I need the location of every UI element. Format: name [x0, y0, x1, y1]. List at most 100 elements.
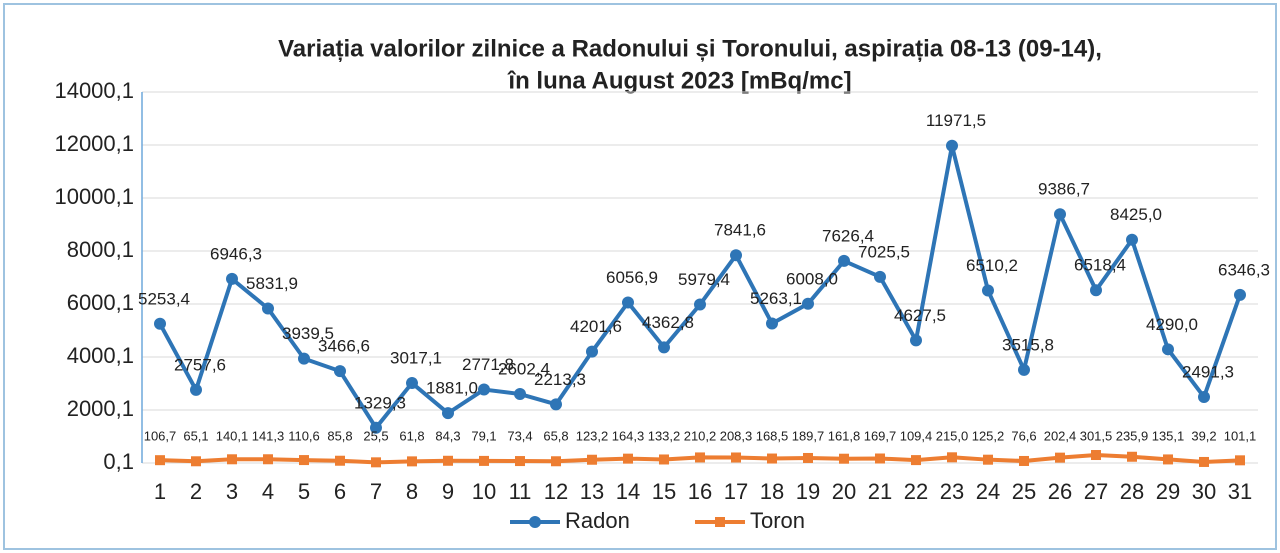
x-tick-label: 29: [1156, 479, 1180, 504]
data-label: 3515,8: [1002, 335, 1054, 354]
x-tick-label: 1: [154, 479, 166, 504]
point: [299, 455, 309, 466]
point: [767, 453, 777, 464]
point: [1018, 363, 1030, 376]
data-label: 61,8: [399, 428, 424, 443]
data-label: 2771,8: [462, 355, 514, 374]
point: [695, 452, 705, 463]
point: [982, 284, 994, 297]
point: [766, 317, 778, 330]
point: [659, 454, 669, 465]
point: [479, 455, 489, 466]
data-label: 84,3: [435, 428, 460, 443]
data-label: 3466,6: [318, 337, 370, 356]
x-tick-label: 5: [298, 479, 310, 504]
point: [407, 456, 417, 467]
data-label: 208,3: [720, 428, 753, 443]
x-tick-label: 24: [976, 479, 1000, 504]
point: [730, 249, 742, 262]
y-tick-label: 6000,1: [67, 290, 134, 315]
data-label: 4362,8: [642, 313, 694, 332]
data-label: 135,1: [1152, 428, 1185, 443]
data-label: 2213,3: [534, 370, 586, 389]
data-label: 73,4: [507, 428, 532, 443]
point: [802, 297, 814, 310]
point: [1127, 451, 1137, 462]
data-label: 1329,3: [354, 393, 406, 412]
x-tick-label: 7: [370, 479, 382, 504]
data-label: 4290,0: [1146, 315, 1198, 334]
x-tick-label: 27: [1084, 479, 1108, 504]
point: [875, 453, 885, 464]
x-tick-label: 30: [1192, 479, 1216, 504]
x-tick-label: 26: [1048, 479, 1072, 504]
x-tick-label: 25: [1012, 479, 1036, 504]
point: [406, 377, 418, 390]
data-label: 235,9: [1116, 428, 1149, 443]
x-tick-label: 16: [688, 479, 712, 504]
x-tick-label: 6: [334, 479, 346, 504]
data-label: 202,4: [1044, 428, 1077, 443]
x-tick-label: 13: [580, 479, 604, 504]
point: [262, 302, 274, 315]
point: [298, 352, 310, 365]
y-tick-label: 4000,1: [67, 343, 134, 368]
data-label: 6510,2: [966, 256, 1018, 275]
point: [478, 383, 490, 396]
data-label: 4627,5: [894, 306, 946, 325]
data-label: 2602,4: [498, 360, 550, 379]
point: [694, 298, 706, 311]
x-tick-label: 2: [190, 479, 202, 504]
x-tick-label: 15: [652, 479, 676, 504]
x-tick-label: 9: [442, 479, 454, 504]
data-label: 161,8: [828, 428, 861, 443]
point: [154, 317, 166, 330]
point: [587, 454, 597, 465]
point: [1091, 450, 1101, 461]
data-label: 11971,5: [926, 111, 986, 130]
point: [371, 457, 381, 468]
data-label: 189,7: [792, 428, 825, 443]
data-label: 169,7: [864, 428, 897, 443]
point: [586, 345, 598, 358]
point: [947, 452, 957, 463]
x-tick-label: 11: [509, 479, 532, 504]
data-label: 168,5: [756, 428, 789, 443]
data-label: 125,2: [972, 428, 1005, 443]
point: [1198, 390, 1210, 403]
point: [983, 454, 993, 465]
point: [191, 456, 201, 467]
x-tick-label: 4: [262, 479, 274, 504]
data-label: 2757,6: [174, 355, 226, 374]
point: [946, 139, 958, 152]
data-label: 6346,3: [1218, 260, 1270, 279]
data-label: 2491,3: [1182, 362, 1234, 381]
point: [370, 421, 382, 434]
data-label: 85,8: [327, 428, 352, 443]
data-label: 210,2: [684, 428, 717, 443]
data-label: 76,6: [1011, 428, 1036, 443]
data-label: 39,2: [1191, 428, 1216, 443]
point: [1235, 455, 1245, 466]
y-tick-label: 12000,1: [54, 131, 134, 156]
data-label: 1881,0: [426, 379, 478, 398]
data-label: 5831,9: [246, 274, 298, 293]
y-tick-label: 14000,1: [54, 78, 134, 103]
data-label: 215,0: [936, 428, 969, 443]
y-tick-label: 0,1: [103, 449, 134, 474]
data-label: 123,2: [576, 428, 609, 443]
x-tick-label: 19: [796, 479, 820, 504]
point: [1126, 233, 1138, 246]
legend-marker: [529, 516, 541, 528]
point: [1163, 454, 1173, 465]
point: [550, 398, 562, 411]
data-label: 8425,0: [1110, 205, 1162, 224]
x-tick-label: 12: [544, 479, 568, 504]
data-label: 7626,4: [822, 226, 874, 245]
data-label: 7025,5: [858, 242, 910, 261]
data-label: 9386,7: [1038, 180, 1090, 199]
x-tick-label: 31: [1228, 479, 1252, 504]
point: [227, 454, 237, 465]
point: [838, 254, 850, 267]
